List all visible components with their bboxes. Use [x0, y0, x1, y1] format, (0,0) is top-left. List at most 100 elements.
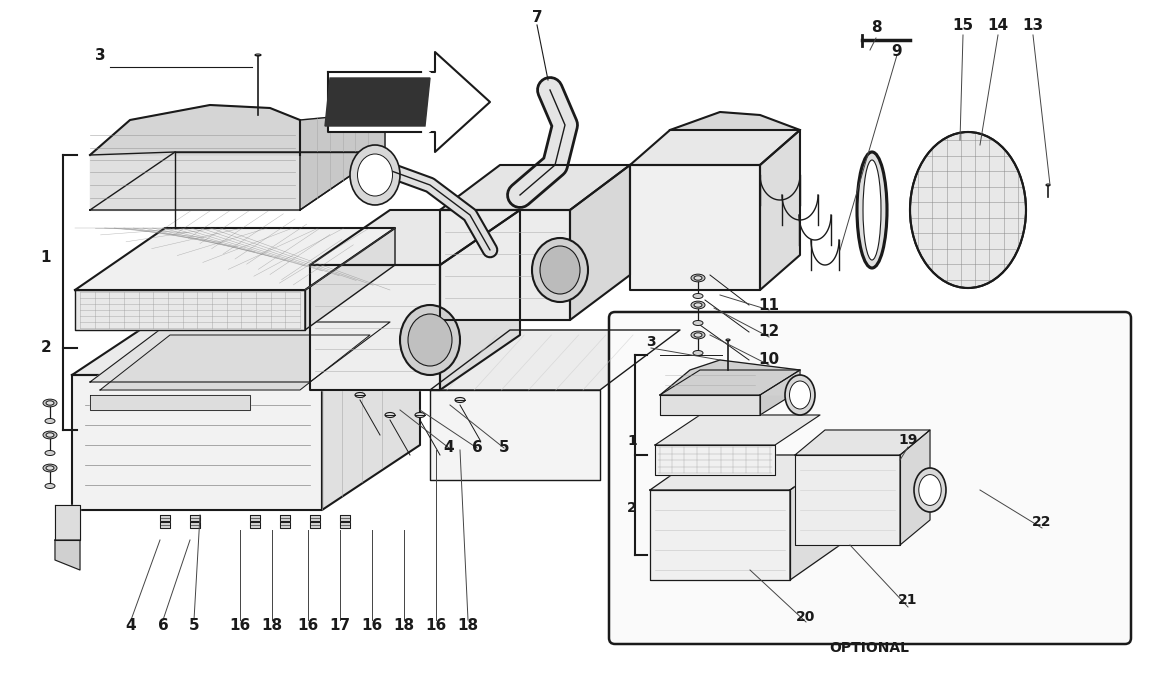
Polygon shape: [660, 370, 800, 395]
Polygon shape: [90, 322, 390, 382]
Polygon shape: [90, 105, 300, 155]
Polygon shape: [90, 152, 385, 210]
Ellipse shape: [358, 154, 392, 196]
Polygon shape: [75, 290, 305, 330]
Text: 10: 10: [759, 352, 780, 367]
Ellipse shape: [43, 464, 58, 472]
Text: 17: 17: [329, 617, 351, 632]
Polygon shape: [310, 522, 320, 528]
Ellipse shape: [785, 375, 815, 415]
Ellipse shape: [693, 294, 703, 298]
Text: 16: 16: [298, 617, 319, 632]
Ellipse shape: [46, 433, 54, 437]
Ellipse shape: [910, 132, 1026, 288]
Polygon shape: [310, 515, 320, 521]
Polygon shape: [340, 515, 350, 521]
Ellipse shape: [385, 413, 394, 417]
Ellipse shape: [691, 274, 705, 282]
Polygon shape: [900, 430, 930, 545]
Text: OPTIONAL: OPTIONAL: [829, 641, 908, 655]
Ellipse shape: [400, 305, 460, 375]
Polygon shape: [570, 165, 630, 320]
Polygon shape: [322, 310, 420, 510]
Polygon shape: [340, 522, 350, 528]
Ellipse shape: [455, 398, 465, 402]
Text: 21: 21: [898, 593, 918, 607]
Polygon shape: [328, 52, 490, 152]
Text: 8: 8: [871, 20, 881, 36]
Ellipse shape: [45, 419, 55, 423]
Ellipse shape: [691, 331, 705, 339]
Polygon shape: [55, 505, 81, 540]
Polygon shape: [790, 455, 840, 580]
Polygon shape: [310, 265, 440, 390]
Polygon shape: [630, 130, 800, 165]
Ellipse shape: [540, 246, 580, 294]
Ellipse shape: [919, 475, 941, 505]
Ellipse shape: [693, 303, 701, 307]
Text: 4: 4: [125, 617, 137, 632]
Text: 2: 2: [40, 341, 52, 355]
Text: 18: 18: [261, 617, 283, 632]
Text: 18: 18: [458, 617, 478, 632]
Text: 19: 19: [898, 433, 918, 447]
Ellipse shape: [693, 350, 703, 355]
Polygon shape: [325, 78, 430, 126]
Ellipse shape: [415, 413, 426, 417]
Text: 13: 13: [1022, 18, 1043, 33]
Polygon shape: [630, 165, 760, 290]
Text: 16: 16: [426, 617, 446, 632]
Polygon shape: [160, 515, 170, 521]
Ellipse shape: [914, 468, 946, 512]
Text: 5: 5: [499, 441, 509, 456]
Polygon shape: [660, 360, 800, 395]
Text: 15: 15: [952, 18, 974, 33]
Polygon shape: [160, 522, 170, 528]
Ellipse shape: [46, 401, 54, 405]
Ellipse shape: [255, 54, 261, 56]
Polygon shape: [72, 310, 420, 375]
Polygon shape: [300, 112, 385, 210]
Polygon shape: [90, 395, 250, 410]
Ellipse shape: [43, 399, 58, 407]
Polygon shape: [250, 522, 260, 528]
Ellipse shape: [691, 301, 705, 309]
Polygon shape: [190, 522, 200, 528]
Text: 14: 14: [988, 18, 1009, 33]
Text: 16: 16: [361, 617, 383, 632]
Text: 1: 1: [40, 251, 52, 266]
Text: 5: 5: [189, 617, 199, 632]
Text: 2: 2: [627, 501, 637, 515]
Text: 18: 18: [393, 617, 414, 632]
Text: 4: 4: [444, 441, 454, 456]
Text: 3: 3: [94, 48, 106, 63]
Ellipse shape: [45, 451, 55, 456]
Text: 9: 9: [891, 44, 903, 59]
Ellipse shape: [862, 160, 881, 260]
Ellipse shape: [532, 238, 588, 302]
Polygon shape: [760, 370, 800, 415]
Text: 22: 22: [1033, 515, 1052, 529]
Polygon shape: [190, 515, 200, 521]
Ellipse shape: [43, 431, 58, 439]
Polygon shape: [72, 375, 322, 510]
Polygon shape: [656, 415, 820, 445]
Ellipse shape: [693, 333, 701, 337]
Polygon shape: [650, 490, 790, 580]
Polygon shape: [340, 68, 470, 136]
Polygon shape: [650, 455, 839, 490]
Text: 11: 11: [759, 298, 780, 313]
Polygon shape: [656, 445, 775, 475]
Ellipse shape: [726, 339, 730, 341]
Ellipse shape: [857, 152, 887, 268]
Ellipse shape: [46, 466, 54, 470]
Text: 16: 16: [229, 617, 251, 632]
Ellipse shape: [355, 393, 365, 398]
Polygon shape: [75, 228, 394, 290]
Polygon shape: [440, 165, 630, 210]
Polygon shape: [795, 455, 900, 545]
Polygon shape: [55, 540, 81, 570]
Polygon shape: [279, 515, 290, 521]
Text: 6: 6: [472, 441, 482, 456]
Ellipse shape: [408, 314, 452, 366]
